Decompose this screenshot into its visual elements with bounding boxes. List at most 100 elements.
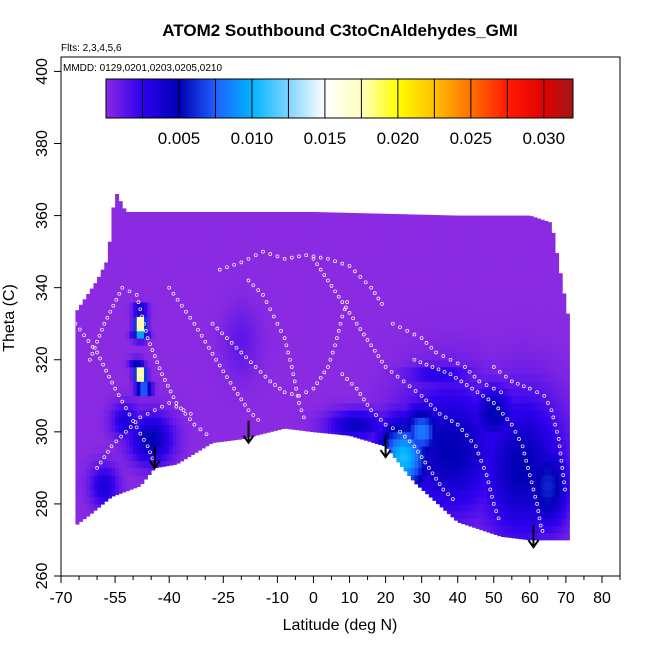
heatmap-cell xyxy=(450,511,455,518)
heatmap-cell xyxy=(284,410,289,418)
heatmap-cell xyxy=(270,338,275,346)
heatmap-cell xyxy=(161,410,166,418)
heatmap-cell xyxy=(259,258,264,267)
heatmap-cell xyxy=(306,230,311,238)
heatmap-cell xyxy=(75,381,80,389)
heatmap-cell xyxy=(436,222,441,231)
heatmap-cell xyxy=(212,417,217,426)
heatmap-cell xyxy=(122,439,127,447)
heatmap-cell xyxy=(381,366,386,375)
heatmap-cell xyxy=(493,316,498,325)
heatmap-cell xyxy=(129,403,134,411)
heatmap-cell xyxy=(540,230,545,238)
heatmap-cell xyxy=(555,352,560,361)
heatmap-cell xyxy=(555,475,560,483)
heatmap-cell xyxy=(122,381,127,389)
heatmap-cell xyxy=(75,496,80,505)
heatmap-cell xyxy=(450,489,455,498)
heatmap-cell xyxy=(338,251,343,260)
heatmap-cell xyxy=(291,338,296,346)
heatmap-cell xyxy=(244,215,249,224)
heatmap-cell xyxy=(147,237,152,245)
heatmap-cell xyxy=(522,309,527,317)
heatmap-cell xyxy=(558,424,563,433)
heatmap-cell xyxy=(288,424,293,430)
heatmap-cell xyxy=(266,237,271,245)
heatmap-cell xyxy=(205,330,210,339)
heatmap-cell xyxy=(349,309,354,317)
heatmap-cell xyxy=(374,374,379,382)
heatmap-cell xyxy=(367,338,372,346)
heatmap-cell xyxy=(244,266,249,274)
heatmap-cell xyxy=(345,215,350,224)
heatmap-cell xyxy=(432,273,437,281)
heatmap-cell xyxy=(111,287,116,296)
heatmap-cell xyxy=(335,424,340,433)
heatmap-cell xyxy=(201,323,206,332)
heatmap-cell xyxy=(504,280,509,289)
heatmap-cell xyxy=(493,302,498,310)
heatmap-cell xyxy=(493,431,498,440)
heatmap-cell xyxy=(547,266,552,274)
heatmap-cell xyxy=(280,309,285,317)
heatmap-cell xyxy=(457,330,462,339)
heatmap-cell xyxy=(79,366,84,375)
heatmap-cell xyxy=(472,475,477,483)
heatmap-cell xyxy=(436,496,441,505)
heatmap-cell xyxy=(461,330,466,339)
heatmap-cell xyxy=(161,403,166,411)
heatmap-cell xyxy=(454,439,459,447)
heatmap-cell xyxy=(158,395,163,404)
heatmap-cell xyxy=(403,294,408,303)
heatmap-cell xyxy=(270,330,275,339)
heatmap-cell xyxy=(75,323,80,332)
heatmap-cell xyxy=(425,273,430,281)
heatmap-cell xyxy=(187,359,192,368)
heatmap-cell xyxy=(468,410,473,418)
heatmap-cell xyxy=(457,403,462,411)
heatmap-cell xyxy=(129,309,134,317)
heatmap-cell xyxy=(244,366,249,375)
heatmap-cell xyxy=(457,374,462,382)
heatmap-cell xyxy=(407,374,412,382)
heatmap-cell xyxy=(118,453,123,462)
heatmap-cell xyxy=(277,388,282,397)
heatmap-cell xyxy=(450,273,455,281)
heatmap-cell xyxy=(176,302,181,310)
heatmap-cell xyxy=(270,395,275,404)
heatmap-cell xyxy=(205,403,210,411)
heatmap-cell xyxy=(450,266,455,274)
heatmap-cell xyxy=(154,352,159,361)
heatmap-cell xyxy=(367,439,372,442)
heatmap-cell xyxy=(547,467,552,476)
heatmap-cell xyxy=(273,280,278,289)
heatmap-cell xyxy=(331,280,336,289)
heatmap-cell xyxy=(432,446,437,454)
heatmap-cell xyxy=(385,431,390,440)
heatmap-cell xyxy=(443,352,448,361)
heatmap-cell xyxy=(446,431,451,440)
heatmap-cell xyxy=(291,417,296,426)
heatmap-cell xyxy=(500,503,505,512)
heatmap-cell xyxy=(295,424,300,431)
heatmap-cell xyxy=(169,395,174,404)
heatmap-cell xyxy=(244,410,249,418)
heatmap-cell xyxy=(154,381,159,389)
heatmap-cell xyxy=(223,309,228,317)
heatmap-cell xyxy=(421,482,426,490)
heatmap-cell xyxy=(140,302,145,310)
heatmap-cell xyxy=(115,251,120,260)
heatmap-cell xyxy=(360,359,365,368)
heatmap-cell xyxy=(165,395,170,404)
heatmap-cell xyxy=(331,215,336,224)
heatmap-cell xyxy=(508,475,513,483)
heatmap-cell xyxy=(519,237,524,245)
heatmap-cell xyxy=(443,294,448,303)
heatmap-cell xyxy=(205,381,210,389)
heatmap-cell xyxy=(104,417,109,426)
heatmap-cell xyxy=(360,424,365,433)
heatmap-cell xyxy=(457,453,462,462)
heatmap-cell xyxy=(436,251,441,260)
heatmap-cell xyxy=(198,338,203,346)
heatmap-cell xyxy=(403,439,408,447)
